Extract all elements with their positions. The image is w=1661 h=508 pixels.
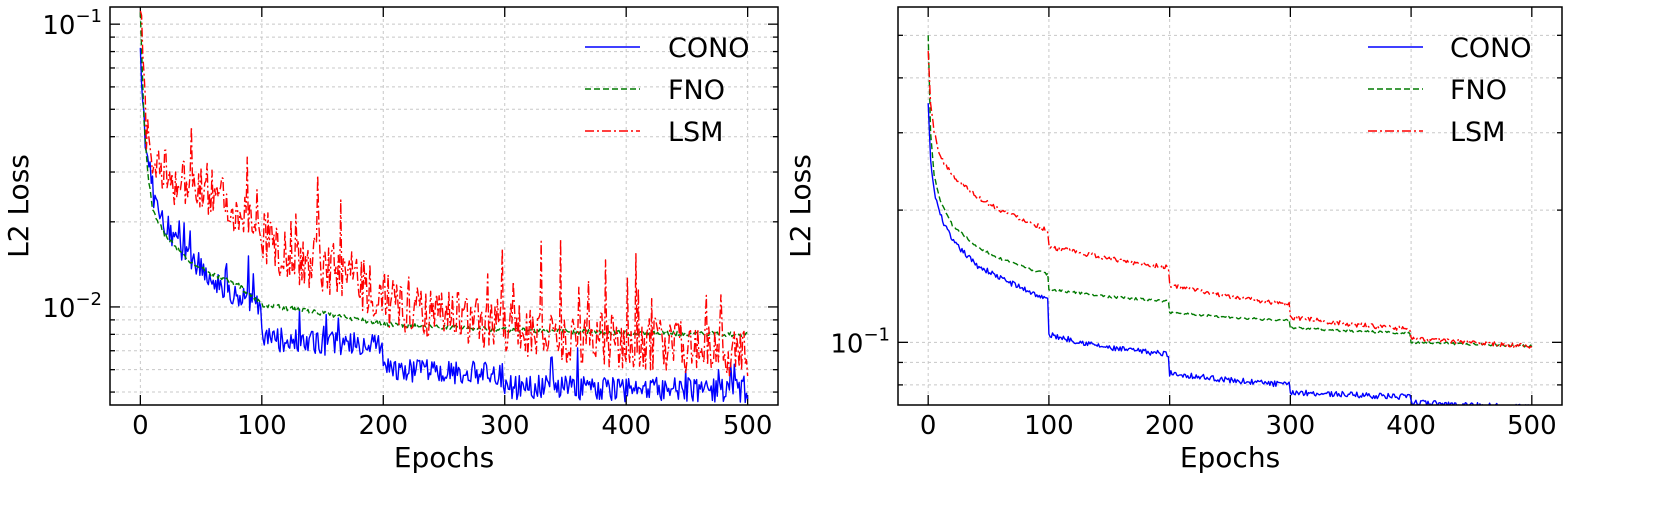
series-line-lsm [927,51,1533,349]
legend-label-cono: CONO [668,33,750,64]
y-tick-label: 10−2 [42,289,102,324]
y-tick-label-exponent: −1 [75,6,102,27]
y-tick-label: 10−1 [830,324,890,359]
legend-label-lsm: LSM [1450,117,1505,148]
series-group [139,10,749,404]
series-line-cono [927,103,1530,405]
series-line-fno [927,35,1533,348]
x-tick-label: 100 [1024,411,1074,441]
x-axis-title: Epochs [1180,441,1280,474]
y-tick-label-base: 10 [42,294,75,324]
x-tick-label: 500 [1507,411,1557,441]
series-line-fno [139,12,749,338]
series-group [927,35,1533,405]
x-tick-label: 300 [1266,411,1316,441]
legend-label-lsm: LSM [668,117,723,148]
y-axis-title: L2 Loss [2,154,35,258]
y-tick-label: 10−1 [42,6,102,41]
legend-label-cono: CONO [1450,33,1532,64]
x-tick-label: 200 [1145,411,1195,441]
x-tick-label: 500 [723,411,773,441]
x-tick-label: 200 [358,411,408,441]
series-line-cono [139,47,749,404]
series-line-lsm [139,10,749,377]
y-tick-label-base: 10 [830,329,863,359]
x-tick-label: 0 [920,411,937,441]
y-axis-title: L2 Loss [784,154,817,258]
plot-frame [897,6,1563,406]
x-axis-title: Epochs [394,441,494,474]
y-tick-label-base: 10 [42,11,75,41]
plot-frame [109,6,779,406]
legend-label-fno: FNO [1450,75,1507,106]
y-tick-label-exponent: −2 [75,289,102,310]
right-chart-panel: 0 100 200 300 400 500 10−1 Epochs L2 Loss CONO FNO… [784,6,1563,474]
x-tick-label: 100 [237,411,287,441]
legend-label-fno: FNO [668,75,725,106]
x-tick-label: 0 [132,411,149,441]
x-tick-label: 400 [601,411,651,441]
y-tick-label-exponent: −1 [863,324,890,345]
x-tick-label: 400 [1386,411,1436,441]
x-tick-label: 300 [480,411,530,441]
